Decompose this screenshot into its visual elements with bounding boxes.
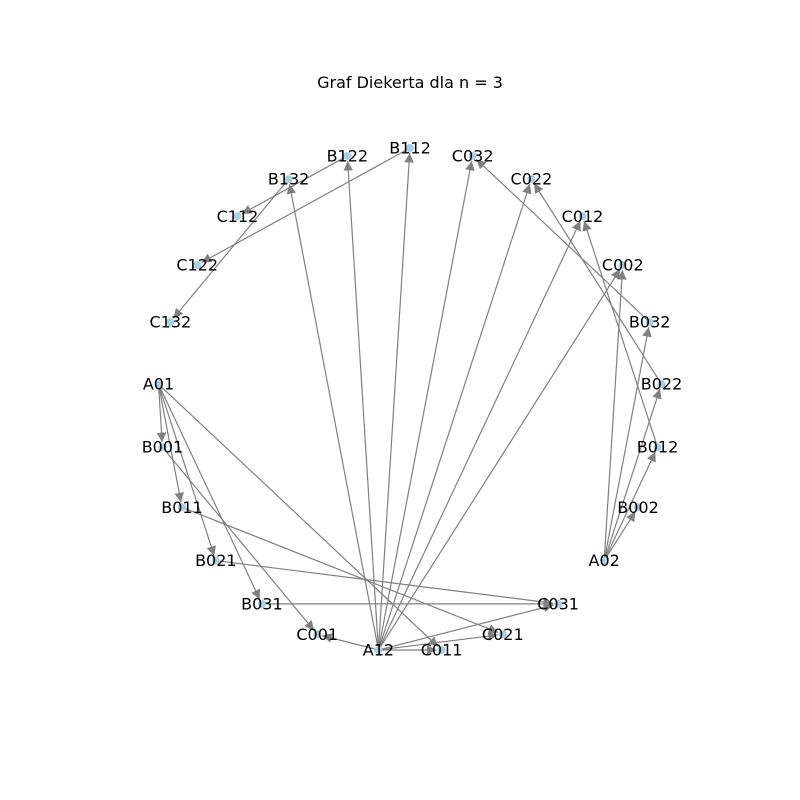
graph-title: Graf Diekerta dla n = 3 [317, 73, 503, 92]
edge-a12-c031 [378, 602, 554, 651]
node-a01 [154, 380, 163, 389]
node-b031 [257, 599, 266, 608]
labels-layer: B112 C032 C022 C012 C002 B032 B022 B012 B002 A02 C… [142, 139, 683, 660]
edge-a02-b012 [603, 451, 656, 561]
node-label-c112: C112 [217, 207, 259, 226]
edge-a12-c001 [321, 633, 379, 651]
edge-b012-c012 [582, 220, 659, 448]
node-c012 [578, 212, 587, 221]
node-label-a12: A12 [363, 641, 394, 660]
node-b032 [645, 318, 654, 327]
node-c011 [437, 646, 446, 655]
node-label-c022: C022 [511, 170, 553, 189]
node-label-b012: B012 [637, 438, 679, 457]
node-label-b122: B122 [327, 146, 369, 165]
edges-layer [156, 147, 663, 655]
node-label-c011: C011 [421, 641, 463, 660]
node-label-a02: A02 [589, 551, 620, 570]
edge-a01-b021 [157, 383, 216, 557]
node-label-c032: C032 [452, 146, 494, 165]
node-b021 [211, 556, 220, 565]
node-c112 [233, 212, 242, 221]
node-b122 [343, 151, 352, 160]
node-b012 [653, 443, 662, 452]
edge-b001-c001 [162, 446, 315, 631]
node-label-c002: C002 [602, 255, 644, 274]
node-a12 [374, 646, 383, 655]
node-label-b011: B011 [161, 498, 203, 517]
node-label-c001: C001 [296, 625, 338, 644]
edge-a12-b112 [377, 152, 414, 651]
edge-b022-c022 [533, 183, 663, 385]
edge-b122-c112 [241, 155, 348, 215]
node-c001 [313, 630, 322, 639]
node-c022 [527, 175, 536, 184]
node-b011 [177, 503, 186, 512]
edge-b011-c021 [181, 506, 499, 634]
node-c031 [554, 599, 563, 608]
edge-b032-c032 [475, 158, 651, 323]
node-c002 [618, 260, 627, 269]
edge-a12-c032 [377, 160, 475, 651]
node-label-b001: B001 [142, 438, 184, 457]
edge-b021-c031 [215, 560, 554, 607]
edge-a02-c002 [603, 269, 627, 561]
edge-a02-b022 [603, 388, 662, 561]
edge-b112-c122 [201, 147, 411, 264]
node-b022 [657, 380, 666, 389]
node-label-b112: B112 [389, 139, 431, 158]
node-label-c122: C122 [176, 255, 218, 274]
node-a02 [600, 556, 609, 565]
node-label-b032: B032 [629, 313, 671, 332]
edge-b132-c132 [173, 178, 290, 319]
edge-a12-b132 [286, 183, 380, 651]
node-label-b132: B132 [268, 170, 310, 189]
node-label-b022: B022 [641, 375, 683, 394]
node-label-c031: C031 [537, 594, 579, 613]
edge-a12-c022 [377, 183, 532, 651]
node-label-b002: B002 [617, 498, 659, 517]
edge-a02-b002 [603, 511, 636, 561]
edge-a02-b032 [603, 326, 652, 561]
node-c021 [498, 630, 507, 639]
node-c132 [166, 318, 175, 327]
edge-a12-c012 [377, 220, 581, 651]
node-label-c132: C132 [149, 313, 191, 332]
node-label-a01: A01 [143, 375, 174, 394]
node-label-c012: C012 [562, 207, 604, 226]
node-b132 [284, 175, 293, 184]
edge-a12-c021 [378, 631, 498, 651]
node-label-b021: B021 [195, 551, 237, 570]
node-b002 [634, 503, 643, 512]
nodes-layer [154, 144, 666, 655]
edge-a01-b011 [157, 384, 184, 503]
node-b112 [406, 144, 414, 152]
node-label-b031: B031 [241, 594, 283, 613]
edge-a01-b001 [156, 384, 167, 443]
node-c122 [193, 260, 202, 269]
node-b001 [158, 443, 167, 452]
edge-a01-c011 [158, 383, 439, 648]
edge-a12-b122 [343, 160, 380, 651]
node-c032 [468, 151, 477, 160]
node-label-c021: C021 [482, 625, 524, 644]
